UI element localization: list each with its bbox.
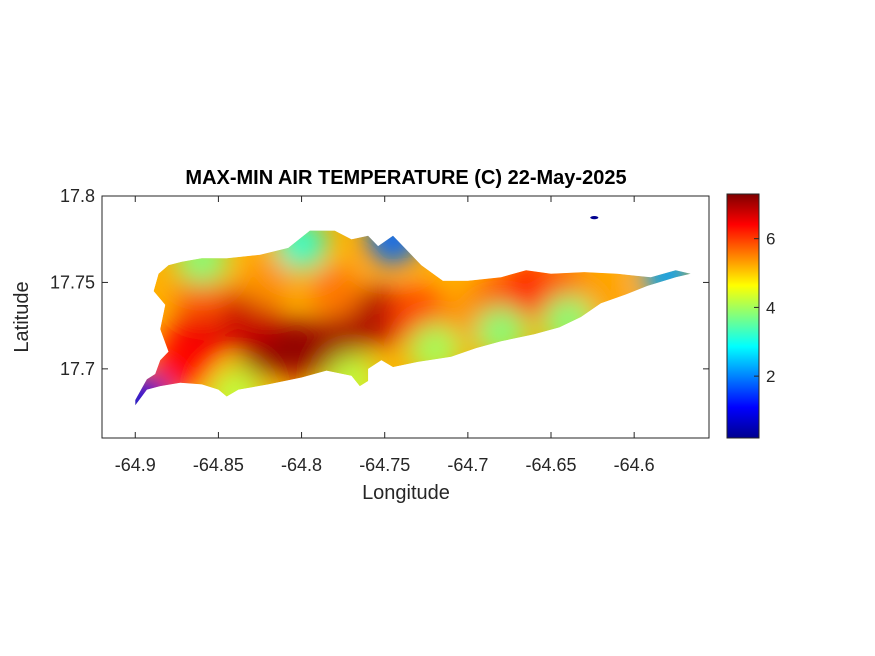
x-axis: -64.9 -64.85 -64.8 -64.75 -64.7 -64.65 -64.6 [115,196,655,475]
x-tick-label: -64.8 [281,455,322,475]
map-plot-area: -64.9 -64.85 -64.8 -64.75 -64.7 -64.65 -64.6 1… [50,186,710,475]
colorbar-ticks: 2 4 6 [754,230,775,386]
temperature-sample-8 [242,256,295,309]
colorbar-tick-label: 2 [766,367,775,386]
x-tick-label: -64.7 [447,455,488,475]
temperature-sample-18 [367,230,419,266]
temperature-sample-6 [155,330,216,391]
colorbar-tick-label: 4 [766,298,775,317]
x-axis-label: Longitude [362,482,450,504]
islet-0 [590,216,599,220]
y-axis: 17.8 17.75 17.7 [50,186,709,379]
x-tick-label: -64.9 [115,455,156,475]
y-tick-label: 17.7 [60,359,95,379]
y-axis-label: Latitude [11,281,33,352]
colorbar-gradient [726,193,760,439]
temperature-sample-9 [308,265,361,318]
plot-frame [101,195,710,439]
y-tick-label: 17.75 [50,272,95,292]
x-tick-label: -64.65 [525,455,576,475]
x-tick-label: -64.6 [614,455,655,475]
chart-title: MAX-MIN AIR TEMPERATURE (C) 22-May-2025 [185,167,626,189]
y-tick-label: 17.8 [60,186,95,206]
temperature-field [135,230,691,406]
x-tick-label: -64.75 [359,455,410,475]
colorbar-tick-label: 6 [766,230,775,249]
x-tick-label: -64.85 [193,455,244,475]
colorbar: 2 4 6 [726,193,775,439]
temperature-sample-3 [346,287,407,347]
